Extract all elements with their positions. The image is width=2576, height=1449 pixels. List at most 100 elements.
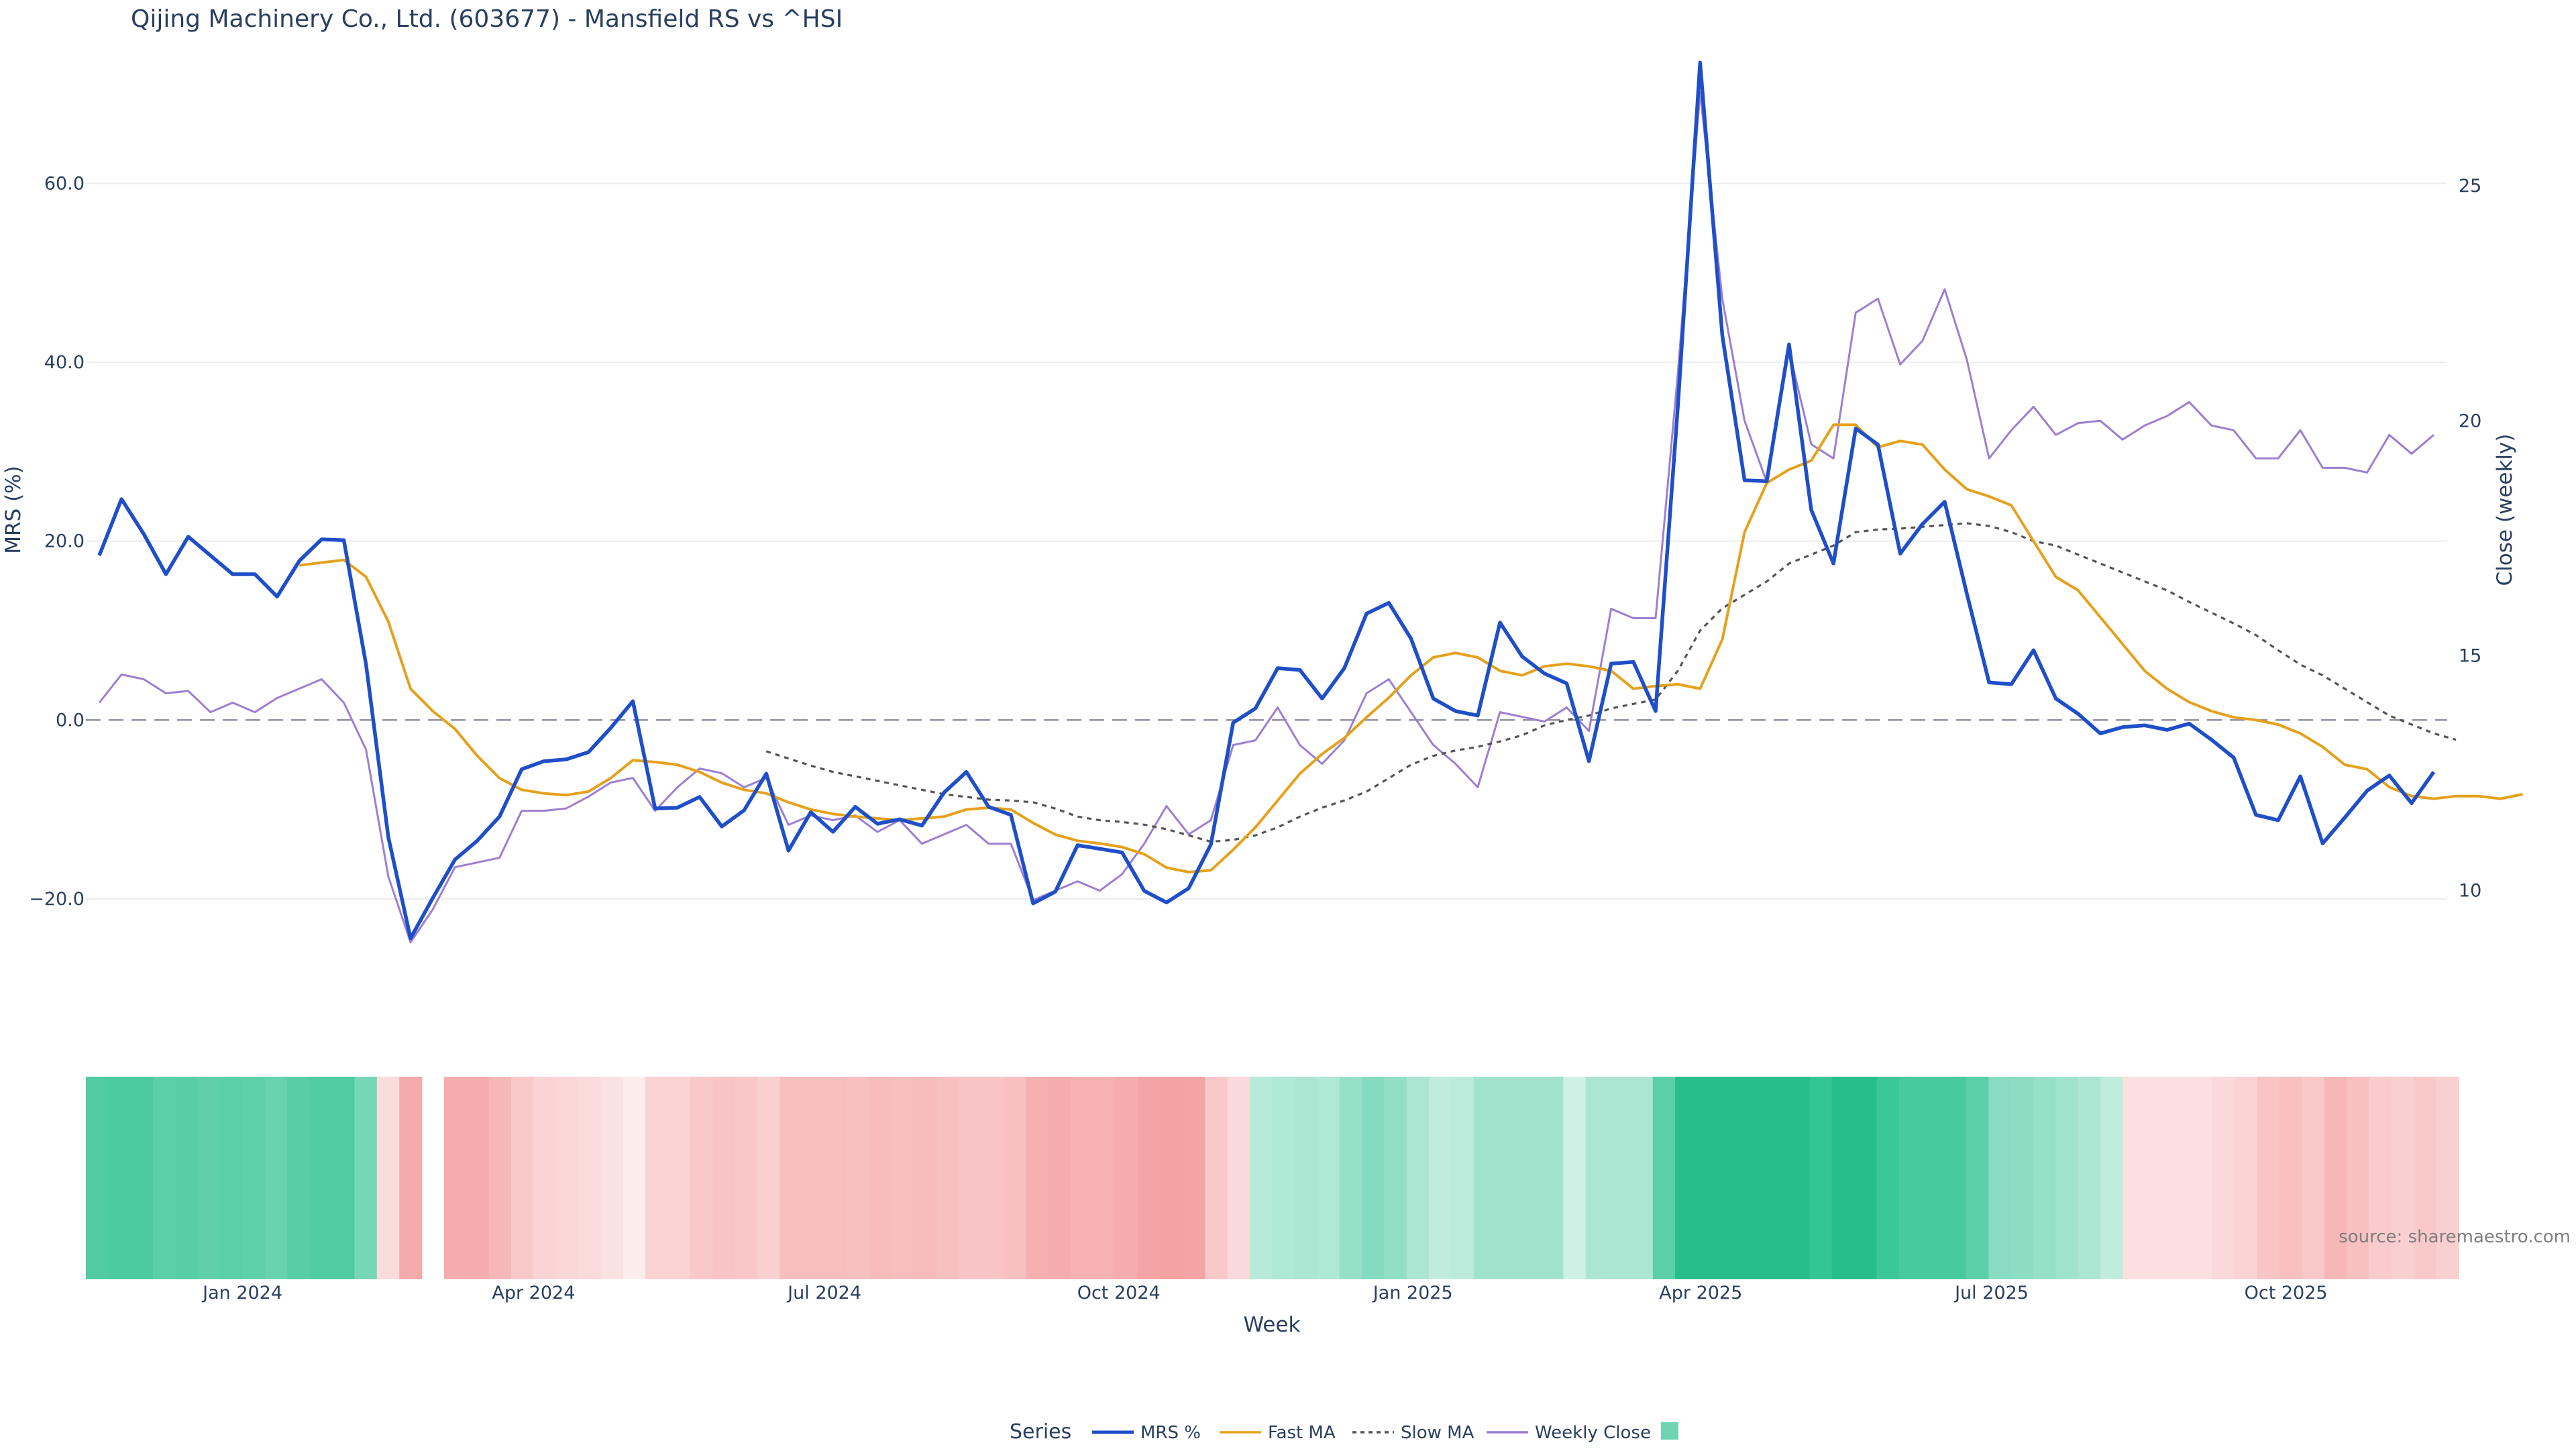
y-tick-label: 60.0 (44, 173, 85, 194)
band-cell (1854, 1077, 1878, 1279)
band-cell (578, 1077, 602, 1279)
band-cell (443, 1077, 468, 1279)
band-cell (264, 1077, 288, 1279)
band-cell (735, 1077, 758, 1279)
band-cell (690, 1077, 714, 1279)
legend-title: Series (1010, 1420, 1071, 1444)
band-cell (847, 1077, 870, 1279)
band-cell (1406, 1077, 1430, 1279)
x-tick-label: Jan 2024 (201, 1283, 282, 1303)
band-cell (197, 1077, 221, 1279)
band-cell (1876, 1077, 1900, 1279)
y2-tick-label: 25 (2459, 176, 2481, 197)
x-tick-label: Oct 2024 (1077, 1283, 1161, 1303)
band-cell (2324, 1077, 2347, 1279)
band-cell (2123, 1077, 2146, 1279)
x-tick-label: Jul 2024 (786, 1283, 861, 1303)
band-cell (376, 1077, 400, 1279)
band-cell (712, 1077, 736, 1279)
band-cell (1384, 1077, 1407, 1279)
legend: Series MRS % Fast MA Slow MA Weekly Close (1010, 1420, 1678, 1444)
x-axis-ticks: Jan 2024 Apr 2024 Jul 2024 Oct 2024 Jan 2025… (201, 1283, 2327, 1303)
band-cell (2055, 1077, 2079, 1279)
band-cell (332, 1077, 356, 1279)
band-cell (86, 1077, 109, 1279)
band-cell (2100, 1077, 2124, 1279)
strength-heat-band (86, 1077, 2459, 1279)
band-cell (1652, 1077, 1676, 1279)
band-cell (2033, 1077, 2057, 1279)
band-cell (1742, 1077, 1766, 1279)
band-cell (1719, 1077, 1743, 1279)
legend-label: Fast MA (1268, 1423, 1336, 1443)
band-cell (2235, 1077, 2258, 1279)
chart-title: Qijing Machinery Co., Ltd. (603677) - Ma… (131, 5, 843, 33)
band-cell (1585, 1077, 1609, 1279)
band-cell (2190, 1077, 2213, 1279)
band-cell (2391, 1077, 2415, 1279)
band-cell (511, 1077, 535, 1279)
legend-label: Slow MA (1401, 1423, 1474, 1443)
band-cell (1809, 1077, 1833, 1279)
band-cell (466, 1077, 490, 1279)
band-cell (645, 1077, 669, 1279)
band-cell (600, 1077, 624, 1279)
band-cell (1831, 1077, 1855, 1279)
band-cell (1608, 1077, 1631, 1279)
band-cell (1026, 1077, 1049, 1279)
y-tick-label: 40.0 (44, 352, 85, 373)
band-cell (2257, 1077, 2280, 1279)
y2-tick-label: 10 (2459, 881, 2481, 902)
band-cell (869, 1077, 893, 1279)
band-cell (780, 1077, 803, 1279)
band-cell (108, 1077, 131, 1279)
band-cell (399, 1077, 423, 1279)
x-axis-title: Week (1244, 1313, 1301, 1337)
x-tick-label: Apr 2024 (492, 1283, 575, 1303)
y2-tick-label: 20 (2459, 411, 2481, 431)
band-cell (802, 1077, 825, 1279)
legend-label: MRS % (1140, 1423, 1201, 1443)
band-cell (2369, 1077, 2392, 1279)
x-tick-label: Jul 2025 (1953, 1283, 2029, 1303)
band-cell (2302, 1077, 2325, 1279)
band-cell (1093, 1077, 1116, 1279)
band-cell (1563, 1077, 1587, 1279)
band-cell (354, 1077, 378, 1279)
band-cell (1227, 1077, 1250, 1279)
band-cell (1630, 1077, 1654, 1279)
band-cell (2212, 1077, 2236, 1279)
y-axis-title: MRS (%) (1, 466, 25, 553)
y-tick-label: 0.0 (56, 710, 85, 731)
series-lines (97, 60, 2523, 944)
band-cell (1071, 1077, 1094, 1279)
band-cell (1317, 1077, 1340, 1279)
band-cell (2010, 1077, 2034, 1279)
band-cell (2078, 1077, 2101, 1279)
band-cell (1429, 1077, 1452, 1279)
band-cell (1160, 1077, 1183, 1279)
series-line-mrs (97, 60, 2436, 941)
band-cell (1272, 1077, 1295, 1279)
band-cell (1205, 1077, 1228, 1279)
band-cell (667, 1077, 691, 1279)
source-annotation: source: sharemaestro.com (2339, 1227, 2571, 1247)
band-cell (936, 1077, 960, 1279)
band-cell (914, 1077, 937, 1279)
band-cell (1294, 1077, 1318, 1279)
band-cell (1048, 1077, 1071, 1279)
x-tick-label: Oct 2025 (2245, 1283, 2328, 1303)
band-cell (533, 1077, 557, 1279)
band-cell (1697, 1077, 1721, 1279)
band-cell (1339, 1077, 1362, 1279)
band-cell (287, 1077, 311, 1279)
band-cell (1250, 1077, 1273, 1279)
band-cell (1988, 1077, 2012, 1279)
x-tick-label: Jan 2025 (1372, 1283, 1453, 1303)
y-tick-label: 20.0 (44, 531, 85, 552)
band-cell (824, 1077, 848, 1279)
legend-swatch-band (1661, 1422, 1678, 1440)
legend-label: Weekly Close (1535, 1423, 1651, 1443)
band-cell (1496, 1077, 1519, 1279)
